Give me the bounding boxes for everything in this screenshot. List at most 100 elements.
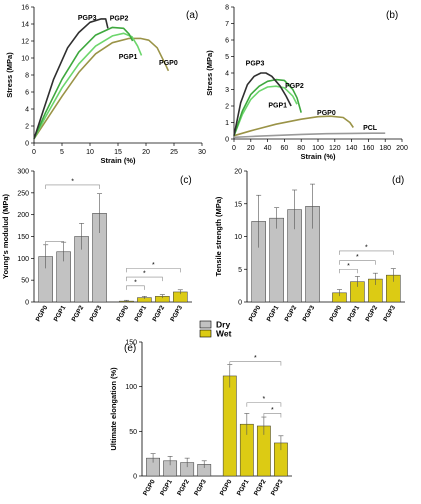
y-tick-label-a: 8 [25, 73, 29, 80]
legend-dry-swatch [200, 321, 211, 328]
significance-bracket [126, 286, 144, 290]
y-tick-label-a: 0 [25, 141, 29, 148]
y-tick-label-a: 10 [21, 56, 29, 63]
x-tick-label-d: PGP2 [284, 304, 299, 323]
x-tick-label-c: PGP2 [151, 304, 166, 323]
x-tick-label-e: PGP0 [142, 478, 157, 497]
y-tick-label-c: 250 [17, 190, 29, 197]
y-tick-label-b: 5 [225, 54, 229, 61]
y-tick-label-b: 0 [225, 137, 229, 144]
y-tick-label-b: 1 [225, 120, 229, 127]
legend-wet-swatch [200, 330, 211, 337]
significance-bracket [339, 251, 393, 255]
significance-bracket [230, 362, 281, 366]
x-tick-label-b: 20 [247, 145, 255, 152]
significance-bracket [247, 403, 281, 407]
x-tick-label-a: 25 [170, 149, 178, 156]
y-tick-label-b: 6 [225, 38, 229, 45]
y-tick-label-d: 15 [234, 201, 242, 208]
x-tick-label-c: PGP3 [89, 304, 104, 323]
y-tick-label-a: 2 [25, 124, 29, 131]
y-tick-label-e: 0 [133, 474, 137, 481]
panel-label-e: (e) [124, 343, 136, 354]
y-tick-label-b: 7 [225, 21, 229, 28]
significance-bracket [46, 185, 100, 189]
series-line-pgp2 [34, 27, 133, 138]
series-label: PCL [363, 125, 378, 132]
significance-marker: * [254, 355, 257, 362]
bar-dry-pgp1 [270, 218, 284, 302]
x-tick-label-a: 0 [32, 149, 36, 156]
legend: Dry Wet [200, 320, 232, 339]
x-tick-label-c: PGP2 [71, 304, 86, 323]
significance-marker: * [143, 271, 146, 278]
y-tick-label-b: 8 [225, 5, 229, 12]
x-tick-label-b: 140 [346, 145, 358, 152]
x-axis-label-b: Strain (%) [300, 152, 336, 161]
x-tick-label-e: PGP3 [193, 478, 208, 497]
y-axis-label-a: Stress (MPa) [5, 52, 14, 98]
significance-marker: * [71, 178, 74, 185]
y-tick-label-c: 200 [17, 212, 29, 219]
legend-wet-label: Wet [216, 329, 232, 339]
x-tick-label-d: PGP3 [302, 304, 317, 323]
x-tick-label-d: PGP0 [248, 304, 263, 323]
x-tick-label-e: PGP0 [219, 478, 234, 497]
y-tick-label-a: 6 [25, 90, 29, 97]
y-axis-label-c: Young's modulud (MPa) [1, 194, 10, 279]
y-axis-label-b: Stress (MPa) [205, 50, 214, 96]
significance-marker: * [356, 254, 359, 261]
x-tick-label-a: 5 [60, 149, 64, 156]
x-tick-label-b: 80 [297, 145, 305, 152]
y-tick-label-c: 150 [17, 234, 29, 241]
significance-marker: * [271, 407, 274, 414]
series-label: PGP0 [159, 60, 178, 67]
panel-c: 050100150200250300Young's modulud (MPa)(… [1, 169, 192, 324]
series-label: PGP1 [119, 54, 138, 61]
significance-marker: * [152, 262, 155, 269]
series-line-pgp0 [234, 116, 353, 136]
x-tick-label-d: PGP0 [328, 304, 343, 323]
panel-a: 0246810121416Stress (MPa)(a)051015202530… [5, 5, 206, 166]
x-tick-label-c: PGP3 [169, 304, 184, 323]
y-axis-label-e: Ultimate elongation (%) [109, 367, 118, 451]
significance-marker: * [263, 396, 266, 403]
x-tick-label-c: PGP1 [133, 304, 148, 323]
y-tick-label-a: 4 [25, 107, 29, 114]
x-tick-label-b: 100 [312, 145, 324, 152]
significance-bracket [46, 241, 64, 245]
x-tick-label-e: PGP2 [176, 478, 191, 497]
x-tick-label-b: 160 [363, 145, 375, 152]
panel-label-c: (c) [180, 175, 192, 186]
significance-marker: * [347, 263, 350, 270]
y-tick-label-c: 50 [21, 278, 29, 285]
y-tick-label-b: 4 [225, 71, 229, 78]
x-tick-label-d: PGP3 [382, 304, 397, 323]
x-tick-label-b: 40 [264, 145, 272, 152]
x-tick-label-e: PGP2 [253, 478, 268, 497]
y-tick-label-d: 10 [234, 234, 242, 241]
x-tick-label-e: PGP1 [159, 478, 174, 497]
series-line-pcl [234, 133, 385, 137]
bar-wet-pgp0 [223, 376, 236, 476]
x-tick-label-b: 60 [281, 145, 289, 152]
panel-d: 05101520Tensile strength (MPa)(d)PGP0PGP… [214, 169, 405, 324]
series-label: PGP2 [110, 16, 129, 23]
x-tick-label-a: 10 [86, 149, 94, 156]
panel-b: 012345678Stress (MPa)(b)0204060801001201… [205, 5, 408, 162]
y-tick-label-d: 20 [234, 169, 242, 176]
x-tick-label-a: 15 [114, 149, 122, 156]
x-tick-label-c: PGP0 [115, 304, 130, 323]
x-tick-label-c: PGP0 [35, 304, 50, 323]
x-tick-label-a: 30 [198, 149, 206, 156]
significance-marker: * [365, 244, 368, 251]
y-tick-label-c: 0 [25, 300, 29, 307]
y-tick-label-a: 16 [21, 5, 29, 12]
x-tick-label-b: 180 [379, 145, 391, 152]
y-tick-label-a: 14 [21, 22, 29, 29]
series-label: PGP3 [78, 15, 97, 22]
x-tick-label-b: 120 [329, 145, 341, 152]
y-tick-label-e: 50 [129, 429, 137, 436]
series-label: PGP0 [317, 110, 336, 117]
